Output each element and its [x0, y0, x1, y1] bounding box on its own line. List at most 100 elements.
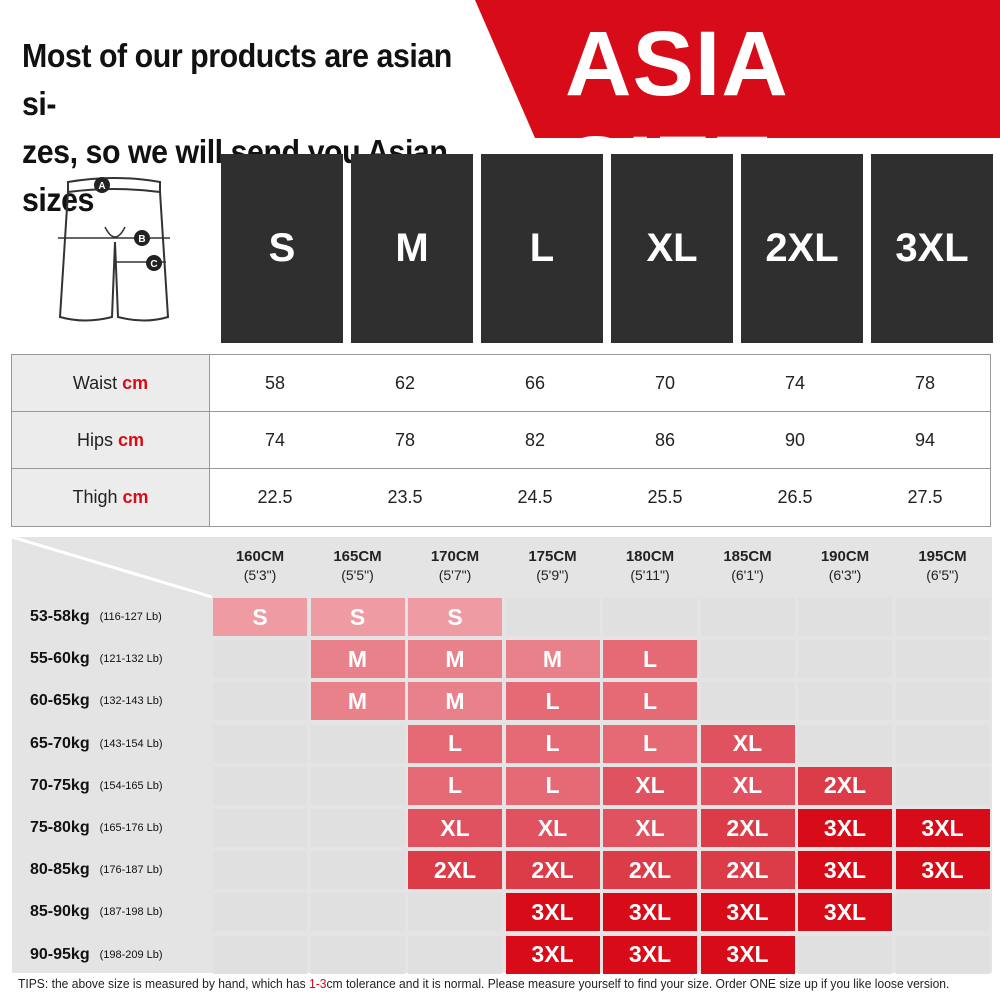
measurement-value: 25.5: [647, 487, 683, 507]
size-cell-3XL: 3XL: [700, 935, 795, 974]
measurement-value: 82: [524, 429, 546, 450]
measurement-value: 86: [654, 429, 676, 450]
shorts-diagram-icon: A B C: [58, 177, 170, 322]
asia-size-banner: ASIA SIZE: [475, 0, 1000, 138]
size-cell-3XL: 3XL: [895, 809, 990, 847]
size-cell-XL: XL: [408, 809, 502, 847]
weight-kg: 55-60kg: [30, 650, 90, 668]
empty-cell: [310, 935, 405, 974]
label-text: Hips: [76, 429, 113, 450]
weight-lb: (187-198 Lb): [99, 906, 163, 919]
empty-cell: [213, 682, 307, 721]
measurement-row: Thigh cm 22.5 23.5 24.5 25.5 26.5 27.5: [12, 469, 990, 526]
height-ft: (5'9"): [536, 567, 569, 583]
height-header: 165CM (5'5"): [311, 548, 405, 584]
empty-cell: [213, 724, 307, 763]
empty-cell: [213, 809, 307, 847]
weight-lb: (198-209 Lb): [99, 948, 163, 961]
size-header-2XL: 2XL: [741, 154, 863, 343]
weight-label: 75-80kg (165-176 Lb): [30, 809, 210, 847]
size-cell-L: L: [505, 724, 600, 763]
measurement-value: 26.5: [777, 487, 813, 507]
weight-lb: (132-143 Lb): [99, 695, 163, 708]
measurement-label: Hips cm: [12, 412, 210, 468]
size-cell-S: S: [310, 598, 405, 636]
size-cell-L: L: [603, 682, 697, 721]
size-cell-L: L: [603, 640, 697, 679]
size-cell-S: S: [213, 598, 307, 636]
size-cell-2XL: 2XL: [700, 809, 795, 847]
size-cell-3XL: 3XL: [505, 935, 600, 974]
empty-cell: [895, 598, 990, 636]
height-cm: 195CM: [918, 548, 967, 565]
weight-label: 55-60kg (121-132 Lb): [30, 640, 210, 678]
weight-lb: (143-154 Lb): [99, 737, 163, 750]
measurement-value: 62: [394, 372, 416, 393]
empty-cell: [895, 893, 990, 932]
size-cell-M: M: [408, 682, 502, 721]
height-cm: 170CM: [430, 548, 480, 565]
empty-cell: [700, 598, 795, 636]
empty-cell: [798, 598, 892, 636]
label-text: Thigh: [72, 487, 118, 507]
measurement-value: 58: [264, 372, 286, 393]
unit-text: cm: [122, 487, 149, 507]
measurement-value: 78: [914, 372, 936, 393]
size-cell-3XL: 3XL: [700, 893, 795, 932]
height-header: 185CM (6'1"): [701, 548, 795, 584]
weight-label: 70-75kg (154-165 Lb): [30, 767, 210, 805]
height-header: 190CM (6'3"): [798, 548, 892, 584]
empty-cell: [700, 640, 795, 679]
empty-cell: [213, 766, 307, 805]
empty-cell: [603, 598, 697, 636]
weight-label: 53-58kg (116-127 Lb): [30, 598, 210, 636]
weight-label: 80-85kg (176-187 Lb): [30, 851, 210, 889]
measurement-value: 78: [394, 429, 416, 450]
tips-post: cm tolerance and it is normal. Please me…: [326, 976, 950, 991]
size-cell-L: L: [408, 766, 502, 805]
size-cell-L: L: [505, 766, 600, 805]
unit-text: cm: [122, 372, 149, 393]
measurement-value: 24.5: [517, 487, 553, 507]
size-header-S: S: [221, 154, 343, 343]
size-cell-2XL: 2XL: [603, 851, 697, 890]
weight-label: 65-70kg (143-154 Lb): [30, 725, 210, 763]
height-cm: 190CM: [820, 548, 870, 565]
weight-label: 85-90kg (187-198 Lb): [30, 893, 210, 931]
measurement-label: Thigh cm: [12, 469, 210, 526]
height-ft: (5'7"): [438, 567, 472, 583]
height-ft: (6'3"): [828, 567, 862, 583]
tips-highlight: 1-3: [308, 976, 327, 991]
size-cell-3XL: 3XL: [798, 809, 892, 847]
measurement-label: Waist cm: [12, 355, 210, 411]
size-cell-M: M: [505, 640, 600, 679]
height-ft: (6'1"): [731, 567, 764, 583]
empty-cell: [895, 682, 990, 721]
size-cell-2XL: 2XL: [700, 851, 795, 890]
weight-label: 60-65kg (132-143 Lb): [30, 682, 210, 720]
weight-kg: 60-65kg: [30, 692, 90, 710]
size-cell-3XL: 3XL: [798, 851, 892, 890]
measurement-row: Waist cm 58 62 66 70 74 78: [12, 355, 990, 412]
measurement-value: 23.5: [387, 487, 423, 507]
empty-cell: [310, 851, 405, 890]
weight-kg: 80-85kg: [30, 861, 90, 879]
weight-lb: (121-132 Lb): [99, 653, 163, 666]
size-cell-L: L: [603, 724, 697, 763]
weight-lb: (116-127 Lb): [99, 611, 162, 623]
measurement-table: Waist cm 58 62 66 70 74 78 Hips cm 74 78 82 86 90 94 Thi…: [11, 354, 991, 527]
svg-text:C: C: [150, 259, 157, 270]
measurement-value: 90: [784, 429, 806, 450]
height-header: 170CM (5'7"): [408, 548, 502, 584]
empty-cell: [895, 935, 990, 974]
empty-cell: [408, 893, 502, 932]
weight-label: 90-95kg (198-209 Lb): [30, 936, 210, 974]
weight-kg: 65-70kg: [30, 734, 90, 752]
height-ft: (5'3"): [243, 567, 277, 583]
weight-lb: (176-187 Lb): [99, 864, 163, 877]
size-cell-2XL: 2XL: [505, 851, 600, 890]
empty-cell: [505, 598, 600, 636]
size-cell-L: L: [505, 682, 600, 721]
size-cell-3XL: 3XL: [603, 935, 697, 974]
measurement-value: 74: [264, 429, 286, 450]
